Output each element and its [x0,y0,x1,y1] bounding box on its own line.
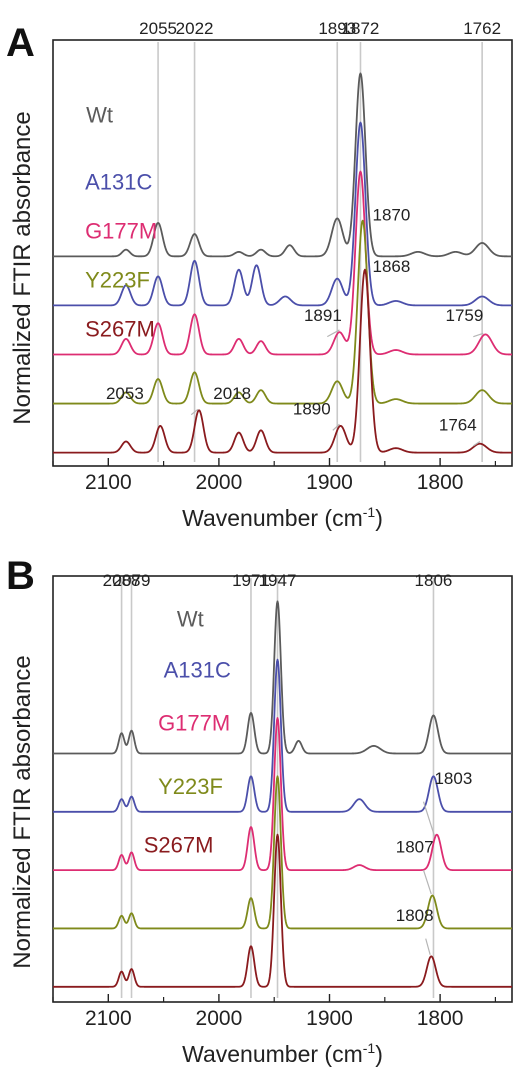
x-tick-label: 2000 [196,1007,243,1030]
spectrum-line-s267m [52,833,513,988]
series-label-s267m: S267M [144,832,214,857]
x-tick-label: 2100 [85,1007,132,1030]
annotation-leader [473,332,484,338]
plot-frame [52,39,513,467]
series-label-y223f: Y223F [158,774,223,799]
peak-annotation: 1870 [373,206,411,225]
series-label-g177m: G177M [85,219,157,244]
annotation-leader [422,869,432,895]
x-tick-label: 1900 [306,1007,353,1030]
spectrum-line-y223f [52,775,513,930]
top-peak-label: 1806 [415,571,453,590]
top-peak-label: 1893 [318,19,356,38]
top-peak-label: 1872 [342,19,380,38]
top-peak-label: 1971 [232,571,270,590]
annotation-leader [190,408,199,416]
series-label-a131c: A131C [85,169,152,194]
series-label-s267m: S267M [85,317,155,342]
series-label-wt: Wt [177,607,204,632]
series-label-wt: Wt [86,103,113,128]
y-axis-label-a: Normalized FTIR absorbance [9,111,36,424]
peak-annotation: 1891 [304,306,342,325]
peak-annotation: 1759 [446,306,484,325]
spectrum-line-g177m [52,170,513,356]
x-tick-label: 1800 [417,1007,464,1030]
peak-annotation: 2053 [106,384,144,403]
peak-annotation: 1803 [434,769,472,788]
x-tick-label: 1800 [417,471,464,494]
plot-frame [52,575,513,1003]
spectrum-line-wt [52,600,513,755]
spectrum-line-a131c [52,121,513,307]
annotation-leader [425,938,431,955]
annotation-leader [472,440,481,447]
x-axis-label-main: Wavenumber (cm [182,1041,363,1067]
spectrum-line-a131c [52,658,513,813]
annotation-leader [422,801,436,837]
spectrum-line-y223f [52,219,513,405]
x-axis-label-superscript: -1 [363,504,376,520]
x-axis-label: Wavenumber (cm-1) [182,1040,383,1067]
panel-letter-a: A [6,21,35,65]
x-axis-label: Wavenumber (cm-1) [182,504,383,531]
series-label-a131c: A131C [164,657,231,682]
x-axis-label-superscript: -1 [363,1040,376,1056]
top-peak-label: 2022 [176,19,214,38]
peak-annotation: 1868 [373,257,411,276]
peak-annotation: 1808 [396,906,434,925]
spectrum-line-s267m [52,268,513,454]
peak-annotation: 2018 [213,384,251,403]
annotation-leader [327,329,340,338]
top-peak-label: 2079 [113,571,151,590]
panel-letter-b: B [6,554,35,598]
spectrum-line-g177m [52,717,513,872]
top-peak-label: 2055 [139,19,177,38]
x-tick-label: 2100 [85,471,132,494]
x-axis-label-close: ) [375,505,383,531]
spectrum-line-wt [52,72,513,258]
x-axis-label-main: Wavenumber (cm [182,505,363,531]
x-axis-label-close: ) [375,1041,383,1067]
peak-annotation: 1807 [396,837,434,856]
top-peak-label: 1947 [259,571,297,590]
series-label-y223f: Y223F [85,268,150,293]
top-peak-label: 2088 [103,571,141,590]
x-tick-label: 2000 [196,471,243,494]
series-label-g177m: G177M [158,711,230,736]
peak-annotation: 1890 [293,400,331,419]
y-axis-label-b: Normalized FTIR absorbance [9,655,36,968]
top-peak-label: 1762 [463,19,501,38]
peak-annotation: 1764 [439,415,477,434]
annotation-leader [332,423,340,431]
x-tick-label: 1900 [306,471,353,494]
